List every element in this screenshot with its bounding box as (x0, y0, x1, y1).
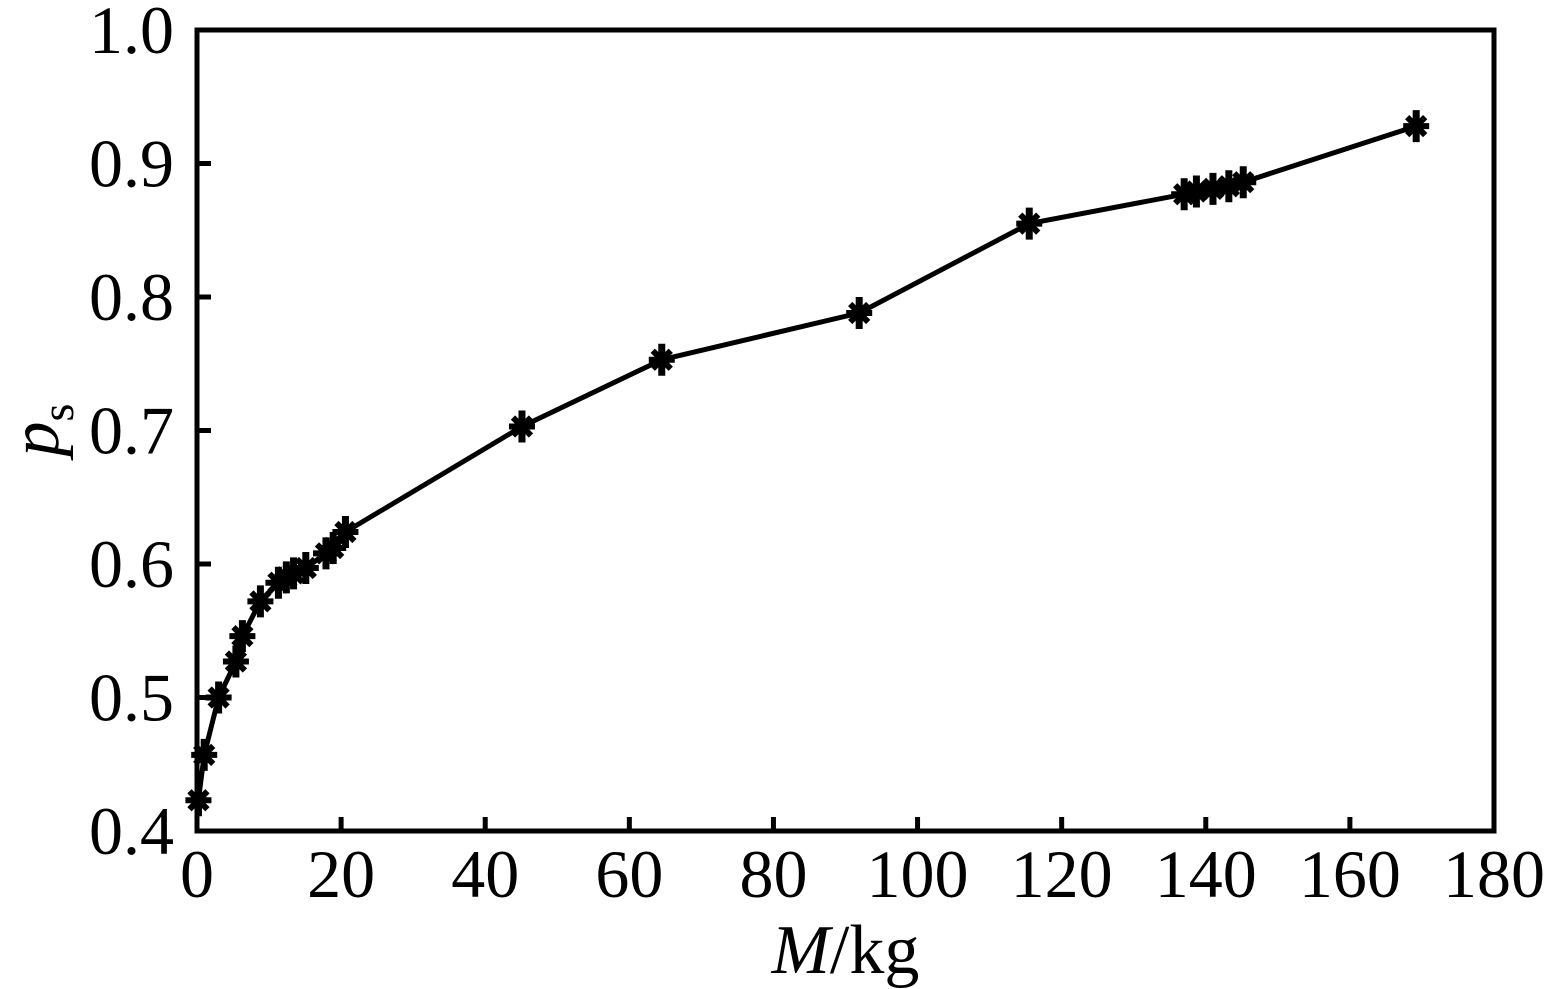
x-tick-label: 20 (307, 836, 375, 912)
data-point-marker (1016, 207, 1043, 240)
x-tick-label: 180 (1443, 836, 1545, 912)
x-axis-title: M/kg (197, 916, 1494, 986)
x-tick-label: 120 (1011, 836, 1113, 912)
x-tick-label: 140 (1155, 836, 1257, 912)
data-point-marker (648, 343, 675, 376)
data-point-marker (1403, 110, 1430, 143)
data-point-marker (1230, 166, 1257, 199)
y-tick-label: 1.0 (89, 0, 174, 68)
data-point-marker (205, 681, 232, 714)
y-axis-subscript: s (32, 403, 83, 422)
y-tick-label: 0.8 (89, 259, 174, 335)
data-point-marker (292, 552, 319, 585)
series-line (195, 123, 1417, 801)
y-tick-label: 0.4 (89, 793, 174, 869)
data-point-marker (191, 738, 218, 771)
x-tick-label: 40 (451, 836, 519, 912)
data-point-marker (229, 620, 256, 653)
x-tick-label: 100 (867, 836, 969, 912)
y-tick-label: 0.9 (89, 126, 174, 202)
x-tick-label: 80 (739, 836, 807, 912)
x-tick-label: 60 (595, 836, 663, 912)
y-axis-variable: p (0, 421, 74, 457)
data-point-marker (247, 585, 274, 618)
x-axis-unit: /kg (829, 912, 920, 989)
data-point-marker (508, 410, 535, 443)
x-tick-label: 160 (1299, 836, 1401, 912)
data-point-marker (185, 784, 212, 817)
y-tick-label: 0.6 (89, 526, 174, 602)
data-point-marker (846, 297, 873, 330)
y-axis-title: ps (0, 404, 83, 457)
y-tick-label: 0.5 (89, 660, 174, 736)
x-axis-variable: M (771, 912, 830, 989)
data-point-marker (332, 515, 359, 548)
plot-border (194, 27, 1497, 834)
y-tick-label: 0.7 (89, 393, 174, 469)
x-tick-label: 0 (180, 836, 214, 912)
data-point-marker (222, 645, 249, 678)
